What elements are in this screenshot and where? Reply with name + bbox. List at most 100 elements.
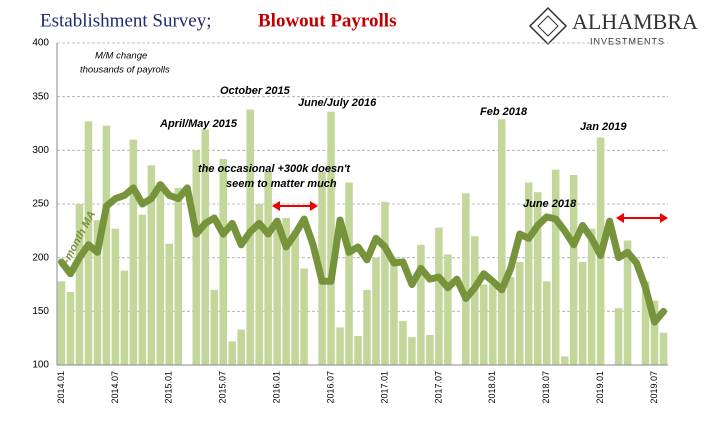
subtitle: M/M change [95,51,147,62]
y-tick-label: 200 [32,252,49,263]
bar [381,201,389,365]
ma-line [57,181,668,326]
annotation: the occasional +300k doesn't [198,163,351,175]
x-tick-label: 2019.01 [595,371,605,404]
bar [363,289,371,365]
annotation: seem to matter much [226,178,337,190]
bar [480,284,488,365]
bar [219,158,228,365]
x-tick-label: 2016.07 [325,371,335,404]
bar [210,289,219,365]
bar [435,227,443,365]
annotation: June/July 2016 [298,97,377,109]
bar [623,240,632,365]
y-tick-label: 350 [32,91,49,102]
bar [551,169,560,365]
x-tick-label: 2017.07 [433,371,443,404]
bar [560,356,569,365]
bar [587,228,596,365]
bar [417,244,425,365]
chart-title: Establishment Survey; [40,10,212,31]
x-tick-label: 2018.01 [487,371,497,404]
arrow [272,201,668,223]
bar [462,193,470,365]
bar [237,329,245,365]
bar [291,230,299,365]
bar [408,337,416,365]
brand: ALHAMBRA [572,9,698,34]
bar [201,129,210,365]
y-tick-label: 250 [32,199,49,210]
y-tick-label: 100 [32,360,49,371]
plot: 100 150 200 250 300 350 400 2014.01 2014.07 2015.… [32,38,668,404]
bar [659,332,668,365]
bar [75,204,84,365]
annotation: Feb 2018 [480,106,528,118]
bar [489,284,497,365]
annotation: October 2015 [220,85,291,97]
bar [533,192,542,365]
x-tick-label: 2018.07 [541,371,551,404]
bar [606,365,614,370]
y-tick-label: 300 [32,145,49,156]
bar [264,171,272,365]
bar [336,327,344,365]
chart-title-highlight: Blowout Payrolls [258,10,396,31]
bar [390,257,398,365]
bar [255,204,263,365]
bar [569,175,578,365]
x-tick-label: 2015.01 [164,371,174,404]
bar [192,150,201,365]
bar [174,187,183,365]
bar [57,281,66,365]
bar [345,182,353,365]
bar [542,281,551,365]
x-tick-label: 2019.07 [649,371,659,404]
annotation: April/May 2015 [159,118,238,130]
bar [273,220,281,365]
logo [528,6,568,46]
bar [156,182,165,365]
bar [399,320,407,365]
bar [102,125,111,365]
x-tick-label: 2014.01 [56,371,66,404]
bar [506,276,515,365]
bar [354,336,362,365]
bar [444,254,452,365]
bar [184,365,192,370]
bar [471,236,479,365]
bar [282,217,290,365]
bar [129,139,138,365]
x-tick-label: 2017.01 [379,371,389,404]
bar [138,214,147,365]
bar [66,292,75,365]
y-tick-label: 150 [32,306,49,317]
subtitle: thousands of payrolls [80,65,170,76]
bar [426,334,434,365]
x-tick-label: 2015.07 [218,371,228,404]
bar [524,182,533,365]
bar [614,308,623,365]
annotation: June 2018 [523,198,577,210]
brand-sub: INVESTMENTS [590,36,665,46]
bar [309,365,317,370]
bar [165,243,174,365]
x-tick-label: 2014.07 [110,371,120,404]
bar [300,268,308,365]
bar [497,119,506,365]
bar [641,281,650,365]
bar [93,220,102,365]
bar [147,165,156,365]
bar [111,228,120,365]
bar [228,341,236,365]
bar [120,270,129,365]
bar [515,261,524,365]
bar [327,111,335,365]
x-tick-label: 2016.01 [272,371,282,404]
bar [578,261,587,365]
annotation: Jan 2019 [580,121,627,133]
y-tick-label: 400 [32,38,49,49]
bar [650,300,659,365]
bar [372,257,380,365]
